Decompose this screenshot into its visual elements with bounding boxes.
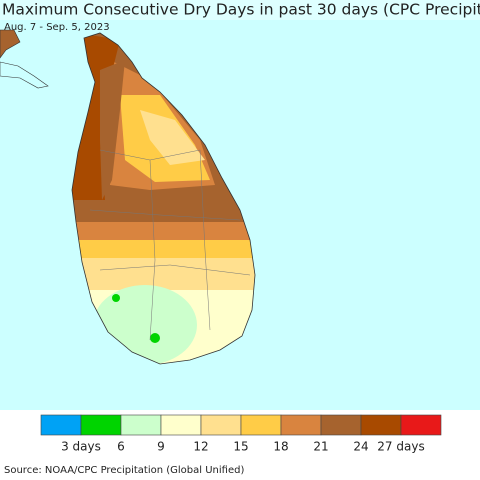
legend-swatch [400, 414, 442, 436]
legend-label: 9 [157, 440, 165, 454]
legend-label: 18 [273, 440, 288, 454]
source: Source: NOAA/CPC Precipitation (Global U… [4, 465, 244, 476]
india-coast [0, 29, 21, 59]
legend-swatch [40, 414, 82, 436]
legend-swatch [80, 414, 122, 436]
legend-label: 27 days [377, 440, 424, 454]
legend-swatch [160, 414, 202, 436]
district-borders [89, 149, 251, 341]
legend-label: 12 [193, 440, 208, 454]
legend-swatch [120, 414, 162, 436]
legend: 3 days 6 9 12 15 18 21 24 27 days [40, 414, 442, 454]
legend-swatch [200, 414, 242, 436]
subtitle: Aug. 7 - Sep. 5, 2023 [4, 22, 110, 33]
legend-label: 3 days [61, 440, 101, 454]
legend-label: 15 [233, 440, 248, 454]
ocean [0, 0, 480, 410]
india-shoreline [0, 61, 49, 89]
legend-swatch [240, 414, 282, 436]
island-outline [71, 32, 256, 365]
legend-swatch [360, 414, 402, 436]
title-band [0, 0, 480, 20]
legend-swatch [280, 414, 322, 436]
legend-label: 21 [313, 440, 328, 454]
title: Maximum Consecutive Dry Days in past 30 … [2, 1, 480, 19]
legend-swatch [320, 414, 362, 436]
legend-label: 24 [353, 440, 368, 454]
legend-label: 6 [117, 440, 125, 454]
